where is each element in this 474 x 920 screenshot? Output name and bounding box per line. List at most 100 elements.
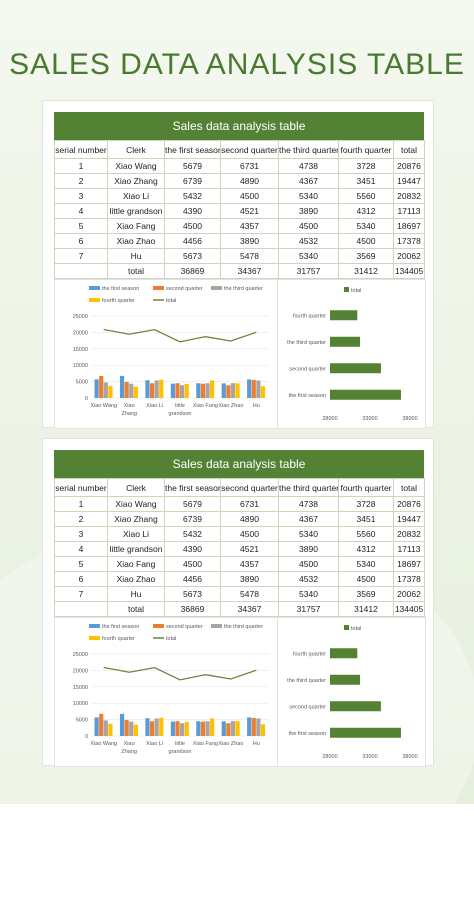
y-tick-label: fourth quarter	[293, 651, 326, 657]
table-row: 1 Xiao Wang 5679 6731 4738 3728 20876	[54, 496, 425, 512]
table-cell: 3728	[338, 158, 394, 174]
legend-label: fourth quarter	[102, 636, 135, 642]
quarter-total-chart: total the first season second quarter the t…	[277, 617, 426, 767]
table-cell: 4367	[278, 173, 339, 189]
page-title: SALES DATA ANALYSIS TABLE	[9, 48, 465, 81]
y-tick-label: fourth quarter	[293, 313, 326, 319]
bar	[184, 721, 189, 736]
bar	[119, 375, 125, 398]
bar	[330, 674, 361, 685]
table-cell: 5340	[278, 188, 339, 204]
sheet-2: Sales data analysis table serial number C…	[42, 438, 434, 767]
y-tick-label: 25000	[73, 314, 88, 320]
bar	[184, 383, 189, 398]
table-row: 7 Hu 5673 5478 5340 3569 20062	[54, 586, 425, 602]
bar	[99, 375, 104, 398]
table-cell: 7	[54, 586, 108, 602]
legend-swatch	[89, 298, 100, 302]
bar	[149, 721, 155, 736]
total-row: total 36869 34367 31757 31412 134405	[54, 263, 425, 279]
y-tick-label: 10000	[73, 701, 88, 707]
x-tick-label: Zhang	[121, 411, 137, 417]
bar	[196, 721, 201, 736]
table-row: 6 Xiao Zhao 4456 3890 4532 4500 17378	[54, 571, 425, 587]
table-cell: 5478	[220, 248, 279, 264]
table-cell: 5673	[164, 248, 221, 264]
table-cell: 19447	[393, 511, 425, 527]
header-row: serial number Clerk the first season second…	[54, 140, 425, 159]
x-tick-label: Xiao Wang	[90, 403, 117, 409]
y-tick-label: second quarter	[289, 704, 326, 710]
legend-swatch	[89, 286, 100, 290]
table-cell: 5679	[164, 158, 221, 174]
y-tick-label: the first season	[289, 393, 326, 399]
header-row: serial number Clerk the first season second…	[54, 478, 425, 497]
column-header: second quarter	[220, 140, 279, 159]
quarter-total-chart: total the first season second quarter the t…	[277, 279, 426, 429]
y-tick-label: 15000	[73, 685, 88, 691]
bar	[226, 723, 231, 736]
table-row: 7 Hu 5673 5478 5340 3569 20062	[54, 248, 425, 264]
table-cell: 3569	[338, 586, 394, 602]
bar	[330, 701, 381, 712]
bar	[103, 720, 108, 736]
bar	[200, 721, 206, 736]
clerk-sales-chart: the first season second quarter the third …	[54, 617, 278, 767]
table-row: 2 Xiao Zhang 6739 4890 4367 3451 19447	[54, 173, 425, 189]
bar	[221, 383, 226, 398]
column-header: the first season	[164, 478, 221, 497]
total-cell: 36869	[164, 601, 221, 617]
table-cell: 3728	[338, 496, 394, 512]
bar	[251, 718, 256, 736]
y-tick-label: 25000	[73, 652, 88, 658]
table-cell: 7	[54, 248, 108, 264]
table-cell: 6731	[220, 158, 279, 174]
table-row: 4 little grandson 4390 4521 3890 4312 17113	[54, 541, 425, 557]
data-table: serial number Clerk the first season second…	[54, 478, 425, 617]
legend-label: total	[166, 298, 176, 304]
bar	[251, 380, 256, 398]
x-tick-label: 38000	[402, 754, 417, 760]
table-cell: 2	[54, 173, 108, 189]
column-header: serial number	[54, 478, 108, 497]
total-cell	[54, 601, 108, 617]
table-title: Sales data analysis table	[54, 112, 424, 140]
bar	[99, 713, 104, 736]
bar	[149, 383, 155, 398]
table-cell: 3451	[338, 173, 394, 189]
bar	[330, 310, 358, 321]
bar	[154, 718, 159, 736]
table-cell: 4390	[164, 541, 221, 557]
table-cell: 3890	[220, 233, 279, 249]
y-tick-label: 5000	[76, 718, 88, 724]
legend-swatch	[153, 286, 164, 290]
total-cell: 34367	[220, 601, 279, 617]
bar	[133, 386, 138, 398]
x-tick-label: Xiao Fang	[193, 741, 218, 747]
legend-label: fourth quarter	[102, 298, 135, 304]
table-cell: Xiao Li	[107, 188, 165, 204]
bar	[108, 723, 113, 736]
clerk-sales-chart: the first season second quarter the third …	[54, 279, 278, 429]
table-cell: 5	[54, 218, 108, 234]
table-cell: Xiao Fang	[107, 218, 165, 234]
legend-label: second quarter	[166, 286, 203, 292]
table-cell: 5340	[338, 218, 394, 234]
table-cell: 4521	[220, 541, 279, 557]
x-tick-label: little	[175, 741, 185, 747]
bar	[205, 383, 210, 398]
x-tick-label: little	[175, 403, 185, 409]
table-cell: 4500	[220, 188, 279, 204]
total-row: total 36869 34367 31757 31412 134405	[54, 601, 425, 617]
table-row: 2 Xiao Zhang 6739 4890 4367 3451 19447	[54, 511, 425, 527]
y-tick-label: 10000	[73, 363, 88, 369]
table-cell: Xiao Wang	[107, 158, 165, 174]
x-tick-label: grandson	[169, 749, 192, 755]
table-cell: Xiao Wang	[107, 496, 165, 512]
y-tick-label: 5000	[76, 380, 88, 386]
total-cell: 31412	[338, 263, 394, 279]
table-cell: 5679	[164, 496, 221, 512]
total-cell: 36869	[164, 263, 221, 279]
bar	[330, 336, 361, 347]
total-line	[103, 666, 257, 681]
